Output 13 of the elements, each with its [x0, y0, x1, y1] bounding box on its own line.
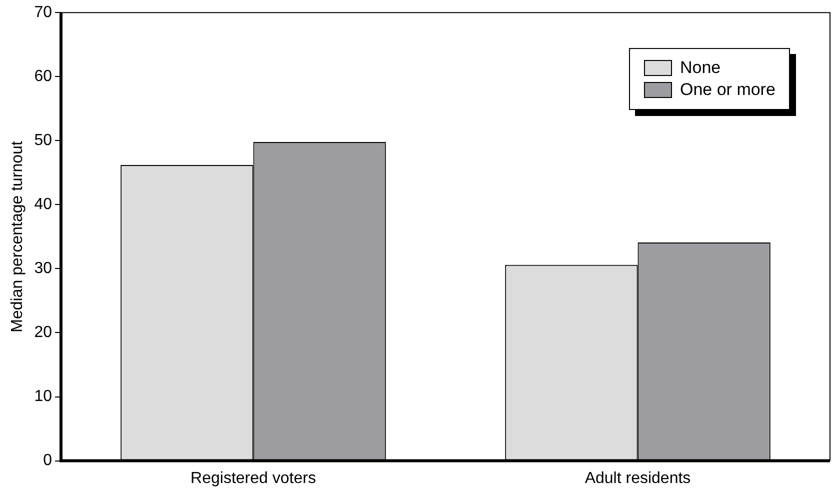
y-tick-label: 30 [34, 260, 52, 278]
y-tick-label: 0 [43, 452, 52, 470]
y-tick-label: 60 [34, 68, 52, 86]
legend-label: None [679, 56, 722, 79]
y-tick-label: 40 [34, 196, 52, 214]
y-tick-label: 70 [34, 4, 52, 22]
y-axis-title: Median percentage turnout [9, 140, 26, 332]
y-tick-label: 20 [34, 324, 52, 342]
x-tick-label: Registered voters [190, 470, 316, 487]
y-tick-label: 50 [34, 132, 52, 150]
y-tick-label: 10 [34, 388, 52, 406]
x-tick-label: Adult residents [584, 470, 691, 487]
legend-label: One or more [679, 78, 776, 101]
